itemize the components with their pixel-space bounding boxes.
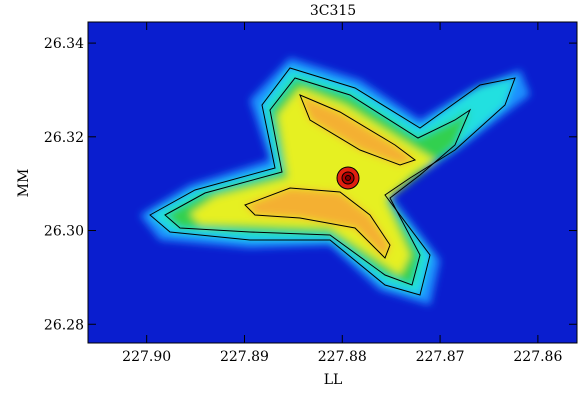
image xyxy=(88,22,577,343)
x-tick-label: 227.89 xyxy=(220,349,269,365)
x-tick-label: 227.86 xyxy=(513,349,562,365)
chart: 3C315 LL MM 227.90 227.89 227.88 227.87 227.… xyxy=(0,0,579,394)
chart-title: 3C315 xyxy=(310,3,356,19)
y-tick-label: 26.28 xyxy=(44,317,84,333)
y-axis-label: MM xyxy=(16,169,32,198)
y-tick-label: 26.30 xyxy=(44,224,84,240)
x-tick-label: 227.87 xyxy=(416,349,465,365)
x-tick-label: 227.90 xyxy=(122,349,171,365)
x-tick-label: 227.88 xyxy=(318,349,367,365)
y-tick-label: 26.34 xyxy=(44,36,84,52)
y-tick-label: 26.32 xyxy=(44,130,84,146)
x-axis-label: LL xyxy=(324,372,343,388)
